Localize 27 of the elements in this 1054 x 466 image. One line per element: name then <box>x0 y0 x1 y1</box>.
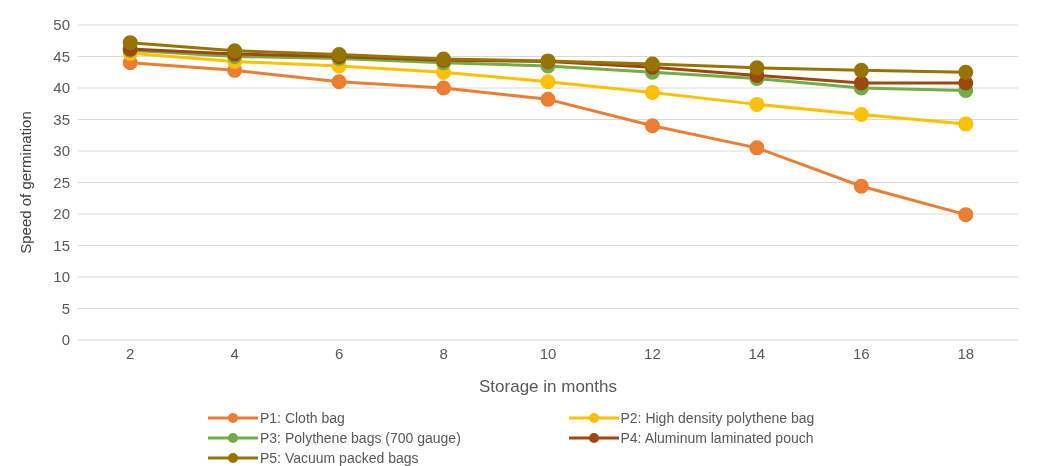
legend-label: P2: High density polythene bag <box>620 410 815 426</box>
x-tick-label: 16 <box>852 344 870 362</box>
y-axis-title: Speed of germination <box>17 111 35 254</box>
x-tick-label: 4 <box>230 344 239 362</box>
y-tick-label: 20 <box>53 205 70 223</box>
legend-label: P4: Aluminum laminated pouch <box>620 430 814 446</box>
legend-label: P3: Polythene bags (700 gauge) <box>260 430 461 446</box>
y-tick-label: 10 <box>53 268 70 286</box>
y-tick-label: 30 <box>53 142 70 160</box>
y-tick-label: 15 <box>53 236 70 254</box>
x-tick-label: 6 <box>334 344 344 362</box>
x-axis-title: Storage in months <box>479 377 617 396</box>
y-tick-label: 25 <box>53 173 70 191</box>
y-tick-label: 35 <box>53 110 70 128</box>
y-tick-label: 0 <box>61 331 70 349</box>
y-tick-label: 5 <box>61 299 70 317</box>
x-tick-label: 2 <box>126 344 135 362</box>
x-tick-label: 10 <box>539 344 557 362</box>
y-tick-label: 40 <box>53 79 70 97</box>
x-tick-label: 14 <box>748 344 766 362</box>
x-tick-label: 18 <box>957 344 975 362</box>
y-tick-label: 50 <box>53 16 70 34</box>
y-tick-label: 45 <box>53 47 70 65</box>
legend-label: P1: Cloth bag <box>260 410 345 426</box>
x-tick-label: 12 <box>644 344 661 362</box>
legend-label: P5: Vacuum packed bags <box>260 450 419 466</box>
x-tick-label: 8 <box>439 344 448 362</box>
